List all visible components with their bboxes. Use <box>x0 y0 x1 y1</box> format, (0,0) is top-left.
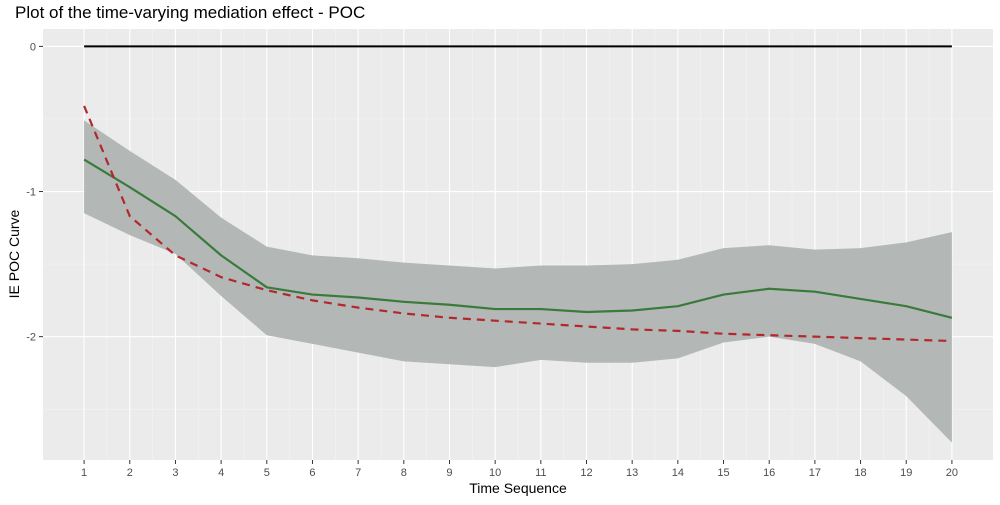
x-tick-label: 5 <box>264 467 270 479</box>
x-tick-label: 10 <box>489 467 501 479</box>
x-tick-label: 3 <box>172 467 178 479</box>
x-tick-label: 17 <box>809 467 821 479</box>
x-tick-label: 19 <box>900 467 912 479</box>
x-tick-label: 11 <box>535 467 546 479</box>
x-tick-label: 16 <box>763 467 775 479</box>
x-tick-label: 9 <box>446 467 452 479</box>
x-tick-label: 2 <box>127 467 133 479</box>
x-tick-label: 4 <box>218 467 224 479</box>
y-tick-label: -1 <box>26 187 36 199</box>
x-tick-label: 6 <box>309 467 315 479</box>
chart-title: Plot of the time-varying mediation effec… <box>15 3 366 22</box>
x-tick-label: 1 <box>81 467 87 479</box>
x-tick-label: 18 <box>854 467 866 479</box>
x-tick-label: 8 <box>401 467 407 479</box>
x-tick-label: 20 <box>946 467 958 479</box>
reference-dashed-line <box>83 105 952 343</box>
x-tick-label: 14 <box>672 467 684 479</box>
y-tick-label: -2 <box>26 332 36 344</box>
confidence-band-area <box>84 120 952 443</box>
x-tick-label: 12 <box>580 467 592 479</box>
x-axis-label: Time Sequence <box>469 480 567 496</box>
x-tick-label: 7 <box>355 467 361 479</box>
estimate-line <box>83 158 953 319</box>
x-tick-label: 15 <box>717 467 729 479</box>
y-axis-label: IE POC Curve <box>6 209 22 299</box>
y-tick-label: 0 <box>30 41 36 53</box>
x-tick-label: 13 <box>626 467 638 479</box>
